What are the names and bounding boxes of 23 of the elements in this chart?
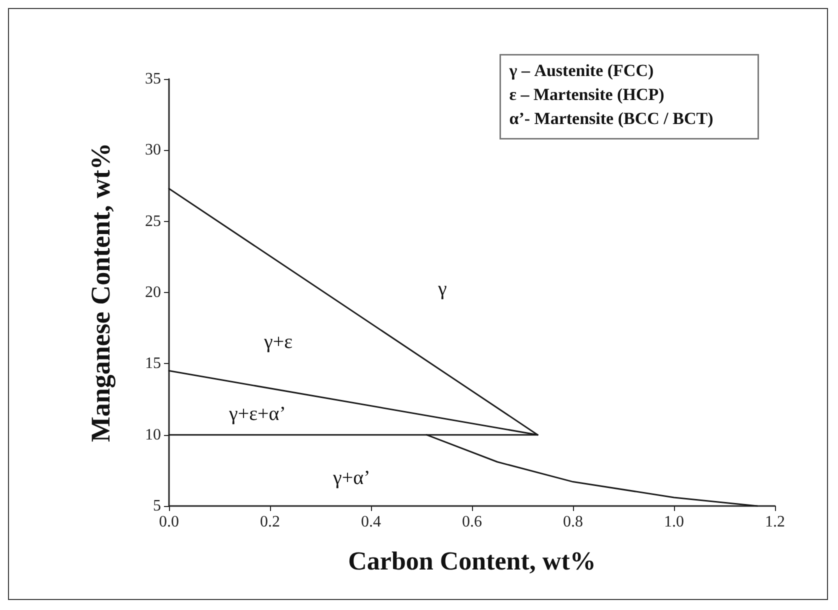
annotation: γ+α’ [332,467,370,489]
x-tick-label: 1.0 [664,514,684,530]
annotation: γ [437,278,447,300]
y-tick-label: 5 [153,498,161,514]
x-tick-label: 0.6 [462,514,482,530]
y-tick-label: 25 [145,212,161,230]
y-tick-label: 20 [145,284,161,301]
annotation: ε – Martensite (HCP) [509,84,664,104]
x-axis-title: Carbon Content, wt% [348,546,596,576]
y-tick-label: 30 [145,142,161,159]
annotation: γ+ε+α’ [228,403,286,425]
y-axis-title: Manganese Content, wt% [86,142,116,442]
x-tick-label: 0.2 [260,514,280,530]
y-tick-label: 35 [145,70,161,88]
annotation: α’- Martensite (BCC / BCT) [509,108,714,128]
annotation: γ – Austenite (FCC) [508,60,654,80]
y-tick-label: 15 [145,355,161,372]
x-tick-label: 1.2 [765,514,785,530]
x-tick-label: 0.8 [563,514,583,530]
annotation: γ+ε [263,331,293,353]
x-tick-label: 0.4 [361,514,381,530]
y-tick-label: 10 [145,426,161,444]
x-tick-label: 0.0 [159,514,179,530]
